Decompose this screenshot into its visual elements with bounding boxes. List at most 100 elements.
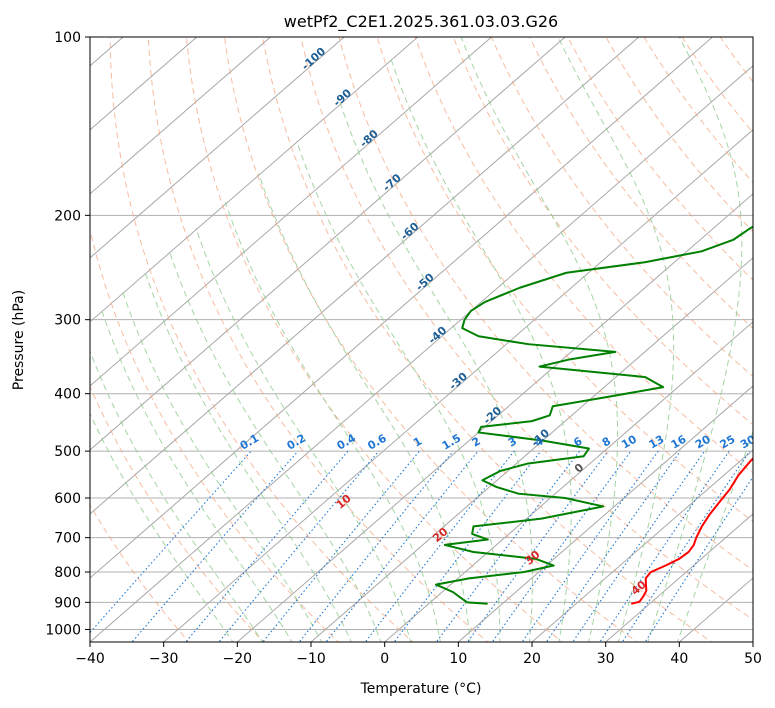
dry-adiabat-70	[376, 37, 753, 523]
isotherm--110	[90, 37, 272, 195]
y-tick-label: 500	[54, 444, 81, 460]
dry-adiabat--10	[90, 227, 339, 642]
y-tick-label: 1000	[45, 622, 81, 638]
y-tick-label: 400	[54, 387, 81, 403]
isotherm-10	[457, 385, 753, 642]
moist-adiabat--20	[90, 412, 234, 642]
y-tick-label: 600	[54, 491, 81, 507]
mixing-ratio-lines	[90, 450, 753, 642]
moist-adiabat-lines	[90, 37, 753, 642]
y-tick-label: 700	[54, 531, 81, 547]
moist-adiabat-24	[389, 56, 572, 642]
x-tick-label: 20	[523, 651, 541, 667]
dry-adiabat-110	[529, 37, 753, 329]
moist-adiabat-8	[224, 201, 441, 642]
isotherm--70	[90, 37, 566, 451]
sounding-series	[435, 225, 753, 605]
mixing-ratio-line-2	[325, 450, 479, 642]
y-tick-label: 100	[54, 30, 81, 46]
isotherm--40	[90, 65, 753, 642]
x-tick-label: 40	[670, 651, 688, 667]
dry-adiabat-120	[567, 37, 753, 281]
moist-adiabat-36	[647, 37, 743, 642]
mixing-ratio-line-10	[491, 450, 632, 642]
x-axis-ticks: −40 −30 −20 −10 0 10 20 30 40 50	[75, 642, 762, 667]
mixing-ratio-line-1	[262, 450, 420, 642]
dry-adiabat-0	[109, 37, 414, 642]
isotherm-lines	[90, 37, 753, 642]
y-tick-label: 900	[54, 595, 81, 611]
x-tick-label: −10	[296, 651, 326, 667]
isotherm--30	[162, 129, 753, 642]
moist-adiabat-12	[258, 173, 471, 642]
x-axis-label: Temperature (°C)	[360, 681, 482, 697]
y-tick-label: 300	[54, 313, 81, 329]
mixing-ratio-line-20	[572, 450, 706, 642]
moist-adiabat--12	[101, 310, 293, 642]
dewpoint-profile-line	[435, 225, 753, 605]
dry-adiabat-30	[224, 37, 638, 642]
isotherm-30	[604, 513, 753, 642]
mixing-ratio-line-25	[599, 450, 730, 642]
dry-adiabat-50	[300, 37, 753, 621]
dry-adiabat-20	[185, 37, 564, 642]
moist-adiabat--16	[90, 349, 264, 642]
dry-adiabat-40	[262, 37, 713, 642]
moist-adiabat--4	[144, 272, 352, 642]
mixing-ratio-line-0.2	[131, 450, 299, 642]
dry-adiabat-10	[147, 37, 489, 642]
isotherm--20	[236, 193, 753, 642]
mixing-ratio-line-0.1	[90, 450, 252, 634]
mixing-ratio-line-13	[521, 450, 659, 642]
temperature-profile-line	[631, 457, 753, 605]
moist-adiabat-28	[460, 37, 619, 642]
plot-frame	[89, 36, 754, 643]
moist-adiabat-0	[168, 251, 382, 642]
dry-adiabat-lines	[90, 37, 753, 642]
isotherm--50	[90, 37, 714, 579]
dry-adiabat-80	[414, 37, 753, 474]
chart-title: wetPf2_C2E1.2025.361.03.03.G26	[284, 12, 558, 32]
plot-area: 0.10.20.40.611.52346810131620253036-100-…	[90, 37, 758, 642]
mixing-ratio-line-8	[466, 450, 609, 642]
pressure-gridlines	[90, 37, 753, 630]
moist-adiabat-20	[338, 100, 533, 642]
x-tick-label: 30	[597, 651, 615, 667]
y-tick-label: 200	[54, 208, 81, 224]
isotherm-20	[531, 449, 753, 642]
y-axis-label: Pressure (hPa)	[11, 290, 27, 390]
mixing-ratio-line-1.5	[298, 450, 454, 642]
isotherm--60	[90, 37, 640, 515]
x-tick-label: 50	[744, 651, 762, 667]
mixing-ratio-line-30	[621, 450, 751, 642]
isotherm--10	[310, 257, 753, 642]
moist-adiabat-32	[557, 37, 675, 642]
dry-adiabat-100	[490, 37, 753, 378]
isotherm--100	[90, 37, 345, 259]
mixing-ratio-label: 30	[738, 432, 758, 451]
y-axis-ticks: 100 200 300 400 500 600 700 800 900 1000	[45, 30, 90, 638]
mixing-ratio-line-3	[364, 450, 515, 642]
moist-adiabat-40	[676, 430, 753, 642]
dry-adiabat--30	[90, 504, 190, 642]
isotherm--80	[90, 37, 493, 387]
mixing-ratio-line-6	[435, 450, 581, 642]
isotherm--120	[90, 37, 198, 131]
dry-adiabat-90	[452, 37, 753, 426]
moist-adiabat--8	[122, 292, 323, 642]
isotherm--90	[90, 37, 419, 323]
mixing-ratio-line-36	[644, 476, 753, 642]
x-tick-label: −30	[149, 651, 179, 667]
x-tick-label: −20	[223, 651, 253, 667]
x-tick-label: −40	[75, 651, 105, 667]
isotherm-0	[383, 321, 753, 642]
x-tick-label: 10	[449, 651, 467, 667]
moist-adiabat-16	[296, 141, 501, 642]
x-tick-label: 0	[380, 651, 389, 667]
moist-adiabat-4	[195, 227, 412, 642]
dry-adiabat-60	[338, 37, 753, 571]
y-tick-label: 800	[54, 565, 81, 581]
mixing-ratio-line-16	[545, 450, 681, 642]
